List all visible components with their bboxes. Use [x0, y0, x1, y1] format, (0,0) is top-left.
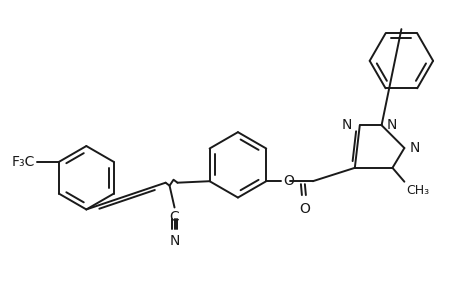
Text: N: N — [341, 118, 351, 132]
Text: N: N — [386, 118, 396, 132]
Text: N: N — [169, 234, 179, 248]
Text: O: O — [282, 174, 293, 188]
Text: N: N — [409, 141, 419, 155]
Text: O: O — [299, 202, 310, 216]
Text: CH₃: CH₃ — [405, 184, 429, 197]
Text: C: C — [169, 210, 179, 224]
Text: F₃C: F₃C — [12, 155, 35, 169]
